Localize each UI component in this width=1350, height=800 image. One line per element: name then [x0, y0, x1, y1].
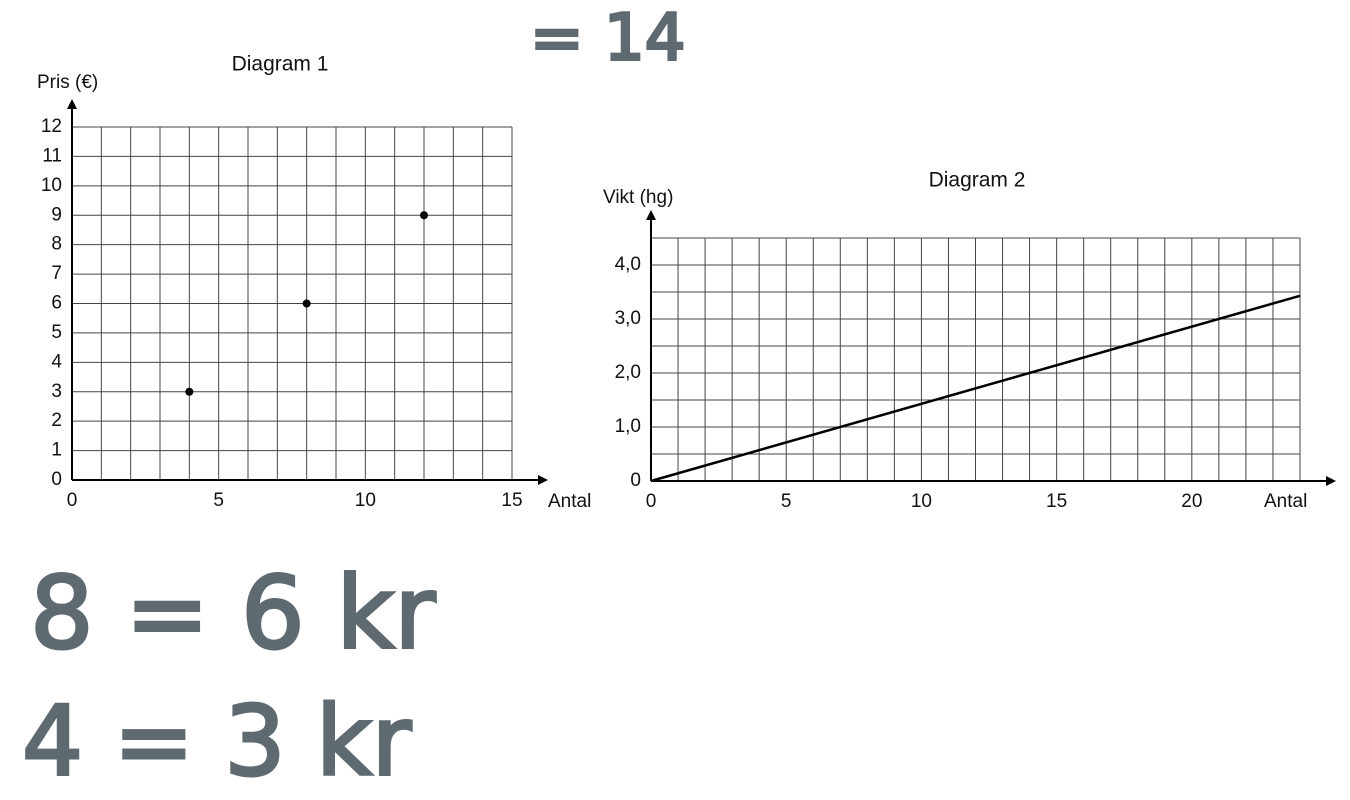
handwriting: 8 = 6 kr: [30, 554, 436, 671]
y-tick-label: 7: [51, 263, 62, 284]
x-tick-label: 0: [67, 490, 78, 511]
x-tick-label: 20: [1181, 491, 1202, 512]
x-tick-label: 10: [911, 491, 932, 512]
y-axis-label: Vikt (hg): [603, 187, 673, 208]
x-axis-label: Antal: [1264, 491, 1307, 512]
y-tick-label: 9: [51, 204, 62, 225]
x-axis-label: Antal: [548, 491, 591, 512]
y-tick-label: 3: [51, 381, 62, 402]
chart-title: Diagram 2: [929, 169, 1026, 192]
data-point: [185, 387, 194, 396]
x-tick-label: 5: [213, 490, 224, 511]
y-tick-label: 3,0: [615, 308, 641, 329]
y-tick-label: 0: [51, 469, 62, 490]
x-tick-label: 5: [781, 491, 792, 512]
handwriting: 4 = 3 kr: [22, 685, 412, 797]
data-line: [650, 294, 1301, 483]
y-tick-label: 6: [51, 293, 62, 314]
y-tick-label: 2: [51, 410, 62, 431]
y-axis-label: Pris (€): [37, 72, 98, 93]
data-point: [420, 211, 428, 220]
handwriting: = 14: [530, 2, 685, 76]
y-tick-label: 4,0: [615, 254, 641, 275]
y-tick-label: 1: [51, 440, 62, 461]
axis-arrow: [538, 475, 548, 485]
y-tick-label: 4: [51, 351, 62, 372]
y-tick-label: 0: [630, 470, 641, 491]
axis-arrow: [67, 99, 77, 109]
y-tick-label: 12: [41, 116, 62, 137]
data-point: [302, 299, 311, 308]
chart-title: Diagram 1: [232, 53, 329, 76]
x-tick-label: 0: [646, 491, 657, 512]
axis-arrow: [646, 210, 656, 220]
y-tick-label: 11: [42, 145, 62, 166]
y-tick-label: 10: [41, 175, 62, 196]
y-tick-label: 5: [51, 322, 62, 343]
y-tick-label: 2,0: [615, 362, 641, 383]
y-tick-label: 8: [51, 234, 62, 255]
x-tick-label: 15: [501, 490, 522, 511]
axis-arrow: [1326, 476, 1336, 486]
x-tick-label: 15: [1046, 491, 1067, 512]
x-tick-label: 10: [355, 490, 376, 511]
y-tick-label: 1,0: [615, 416, 641, 437]
